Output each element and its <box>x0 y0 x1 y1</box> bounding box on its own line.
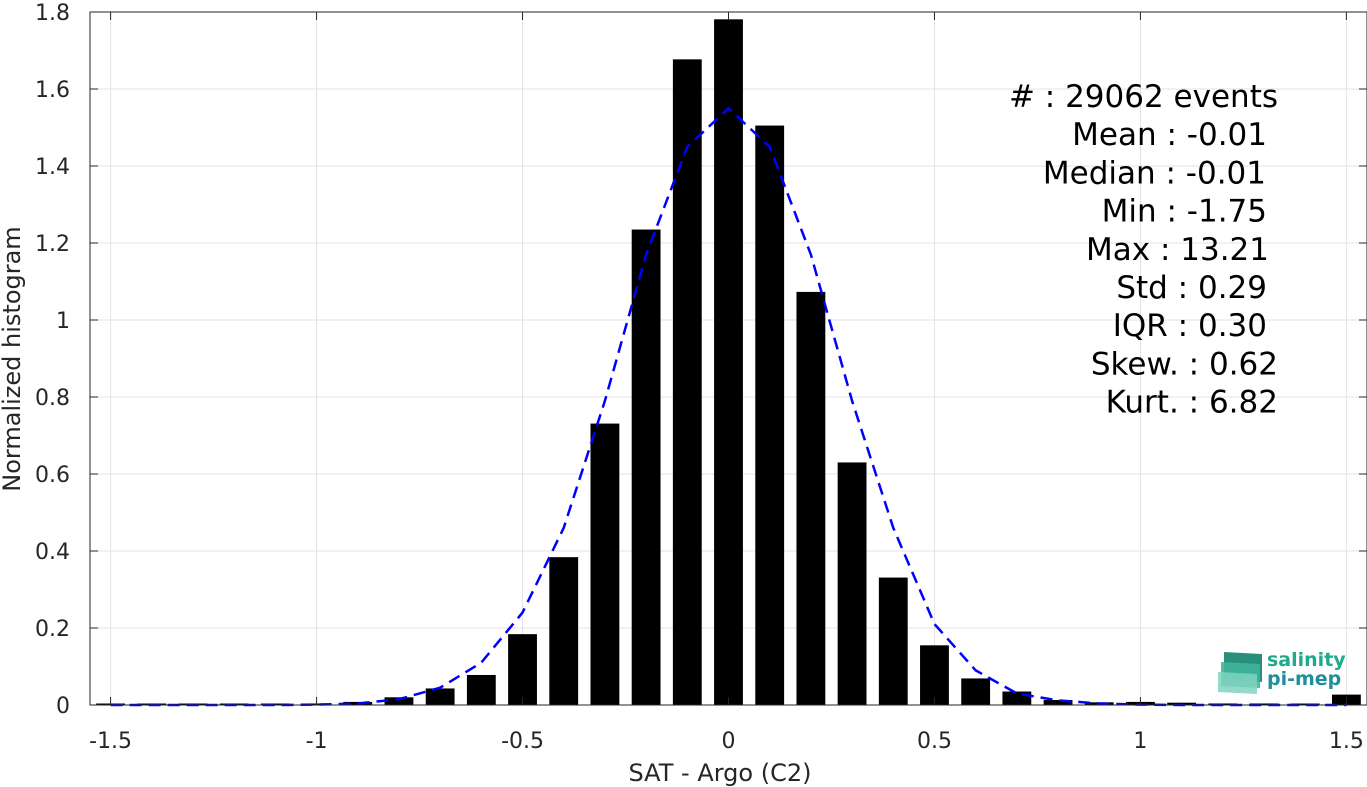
histogram-bar <box>672 59 702 706</box>
histogram-bar <box>796 291 826 705</box>
histogram-bar <box>920 645 949 705</box>
histogram-bar <box>549 557 579 705</box>
histogram-bar <box>1043 699 1073 705</box>
y-tick-label: 1.6 <box>35 78 70 103</box>
x-tick-label: 1.5 <box>1329 729 1364 754</box>
histogram-bar <box>508 634 537 705</box>
y-tick-label: 0 <box>56 694 70 719</box>
y-tick-label: 0.2 <box>35 617 70 642</box>
waves-logo-icon <box>1218 652 1262 694</box>
histogram-bar <box>837 462 867 705</box>
histogram-bar <box>1290 703 1320 705</box>
axis-ticks: -1.5 -1 -0.5 0 0.5 1 1.5 0 0.2 0.4 0.6 0.8 1 1.2 1.4 1.… <box>35 1 1367 754</box>
histogram-bar <box>384 697 414 705</box>
histogram-bar <box>1002 691 1032 705</box>
histogram-bar <box>425 688 455 705</box>
stat-line: Min : -1.75 <box>1102 194 1267 230</box>
x-tick-label: 0.5 <box>917 729 952 754</box>
histogram-bar <box>714 19 743 705</box>
y-tick-label: 1 <box>56 309 70 334</box>
histogram-bar <box>755 125 785 705</box>
logo-line-2: pi-mep <box>1267 668 1341 690</box>
y-tick-label: 0.6 <box>35 463 70 488</box>
x-tick-label: -1.5 <box>89 729 132 754</box>
histogram-bar <box>631 229 661 705</box>
y-tick-label: 1.4 <box>35 155 70 180</box>
y-tick-label: 0.4 <box>35 540 70 565</box>
stat-line: Skew. : 0.62 <box>1091 346 1278 382</box>
x-tick-label: 1 <box>1133 729 1147 754</box>
histogram-bar <box>878 577 908 705</box>
stat-line: Kurt. : 6.82 <box>1106 385 1278 421</box>
histogram-bar <box>466 674 496 705</box>
y-axis-title: Normalized histogram <box>0 226 26 491</box>
x-axis-title: SAT - Argo (C2) <box>629 759 812 787</box>
histogram-bar <box>961 678 991 705</box>
y-tick-label: 0.8 <box>35 386 70 411</box>
stat-line: Std : 0.29 <box>1116 270 1267 306</box>
histogram-bar <box>1249 703 1279 705</box>
logo-line-1: salinity <box>1267 649 1346 671</box>
salinity-pi-mep-logo: salinity pi-mep <box>1218 649 1346 694</box>
histogram-bar <box>590 423 620 705</box>
histogram-bars <box>96 19 1361 706</box>
y-tick-label: 1.8 <box>35 1 70 26</box>
stat-line: IQR : 0.30 <box>1113 308 1267 344</box>
x-tick-label: 0 <box>722 729 736 754</box>
stat-line: # : 29062 events <box>1009 79 1278 115</box>
y-tick-label: 1.2 <box>35 232 70 257</box>
stat-line: Median : -0.01 <box>1043 155 1266 191</box>
stat-line: Mean : -0.01 <box>1072 117 1267 153</box>
stat-line: Max : 13.21 <box>1086 232 1269 268</box>
histogram-bar <box>260 703 290 705</box>
x-tick-label: -1 <box>306 729 328 754</box>
x-tick-label: -0.5 <box>501 729 544 754</box>
